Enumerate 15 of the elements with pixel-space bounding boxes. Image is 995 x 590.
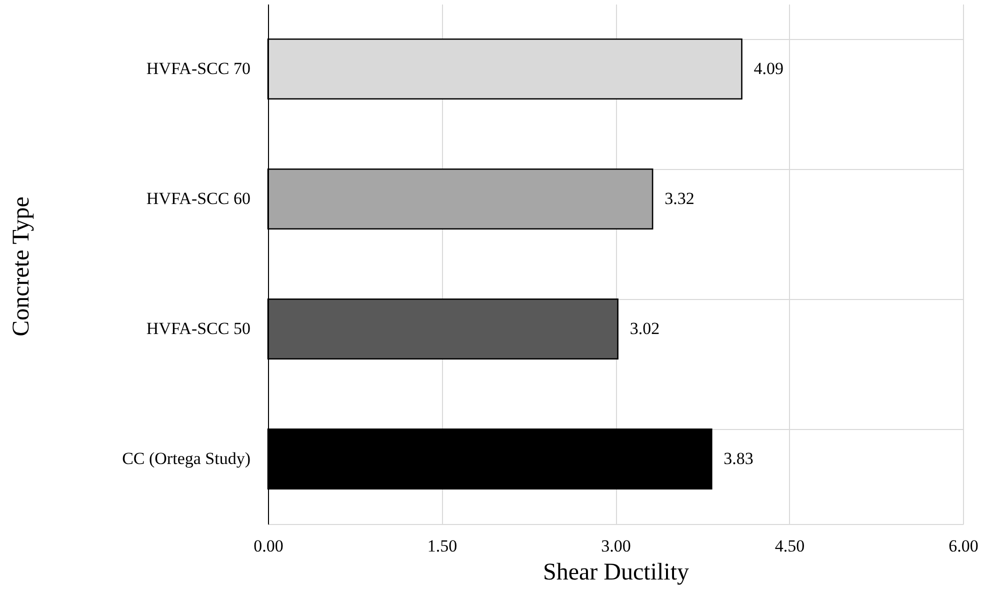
- data-label: 3.83: [724, 449, 754, 468]
- data-label: 3.02: [630, 319, 660, 338]
- y-axis-title: Concrete Type: [8, 196, 34, 336]
- y-tick-label: HVFA-SCC 70: [146, 59, 250, 78]
- y-tick-label: HVFA-SCC 60: [146, 189, 250, 208]
- y-tick-label: CC (Ortega Study): [122, 449, 250, 468]
- data-label: 3.32: [664, 189, 694, 208]
- x-tick-label: 1.50: [427, 536, 458, 556]
- x-tick-label: 4.50: [774, 536, 805, 556]
- data-label: 4.09: [754, 59, 784, 78]
- x-tick-label: 6.00: [948, 536, 978, 556]
- x-axis-title: Shear Ductility: [543, 560, 689, 586]
- x-tick-label: 3.00: [601, 536, 631, 556]
- x-tick-label: 0.00: [254, 536, 284, 556]
- y-tick-label: HVFA-SCC 50: [146, 319, 250, 338]
